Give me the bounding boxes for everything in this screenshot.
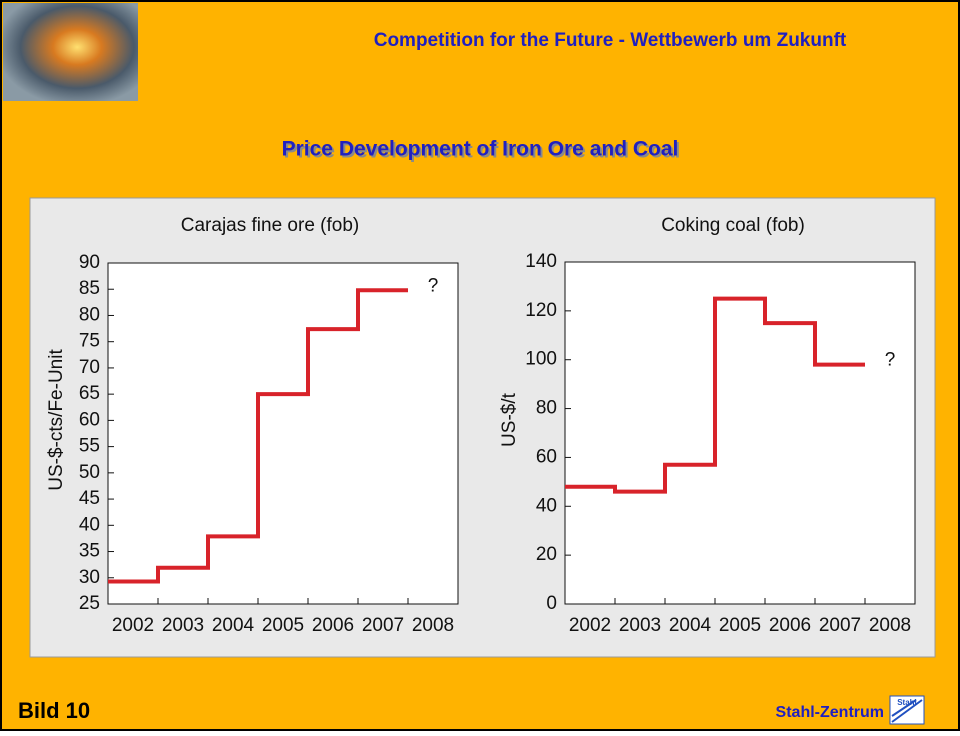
y-tick-label: 85	[79, 278, 100, 299]
step-line	[565, 296, 865, 494]
x-tick-label: 2005	[262, 615, 304, 636]
annotation: ?	[885, 350, 896, 371]
x-tick-label: 2007	[819, 615, 861, 636]
y-tick-label: 30	[79, 567, 100, 588]
y-tick-label: 90	[79, 252, 100, 273]
logo-stripes	[891, 699, 923, 723]
y-axis-label: US-$-cts/Fe-Unit	[46, 349, 67, 491]
x-tick-label: 2004	[669, 615, 712, 636]
y-tick-label: 45	[79, 488, 100, 509]
y-tick-label: 20	[536, 544, 557, 565]
y-tick-label: 40	[79, 514, 100, 535]
x-tick-label: 2002	[112, 615, 154, 636]
plot-area	[564, 261, 916, 605]
x-tick-label: 2003	[162, 615, 204, 636]
y-tick-label: 25	[79, 593, 100, 614]
chart-title: Coking coal (fob)	[661, 215, 805, 236]
y-axis-label: US-$/t	[499, 392, 520, 447]
header-title: Competition for the Future - Wettbewerb …	[374, 30, 847, 51]
y-tick-label: 35	[79, 541, 100, 562]
y-tick-label: 55	[79, 436, 100, 457]
y-tick-label: 100	[525, 349, 557, 370]
x-tick-label: 2005	[719, 615, 761, 636]
y-tick-label: 60	[536, 446, 557, 467]
footer-brand: Stahl-Zentrum	[776, 704, 884, 721]
subtitle: Price Development of Iron Ore and Coal	[282, 138, 679, 161]
header-photo	[3, 3, 138, 101]
chart-title: Carajas fine ore (fob)	[181, 215, 359, 236]
y-tick-label: 120	[525, 300, 557, 321]
x-tick-label: 2008	[869, 615, 911, 636]
footer-label: Bild 10	[18, 698, 90, 723]
plot-area	[107, 262, 459, 605]
x-tick-label: 2004	[212, 615, 255, 636]
x-tick-label: 2008	[412, 615, 454, 636]
x-tick-label: 2006	[769, 615, 811, 636]
y-tick-label: 75	[79, 331, 100, 352]
x-tick-label: 2007	[362, 615, 404, 636]
subtitle-shadow: Price Development of Iron Ore and Coal	[284, 140, 681, 163]
y-tick-label: 80	[536, 398, 557, 419]
y-tick-label: 65	[79, 383, 100, 404]
logo-text: Stahl	[897, 698, 917, 707]
y-tick-label: 50	[79, 462, 100, 483]
x-tick-label: 2003	[619, 615, 661, 636]
step-line	[108, 288, 408, 584]
x-tick-label: 2002	[569, 615, 611, 636]
y-tick-label: 40	[536, 495, 557, 516]
y-tick-label: 60	[79, 409, 100, 430]
y-tick-label: 140	[525, 251, 557, 272]
y-tick-label: 80	[79, 304, 100, 325]
y-tick-label: 0	[546, 593, 557, 614]
annotation: ?	[428, 275, 439, 296]
y-tick-label: 70	[79, 357, 100, 378]
x-tick-label: 2006	[312, 615, 354, 636]
